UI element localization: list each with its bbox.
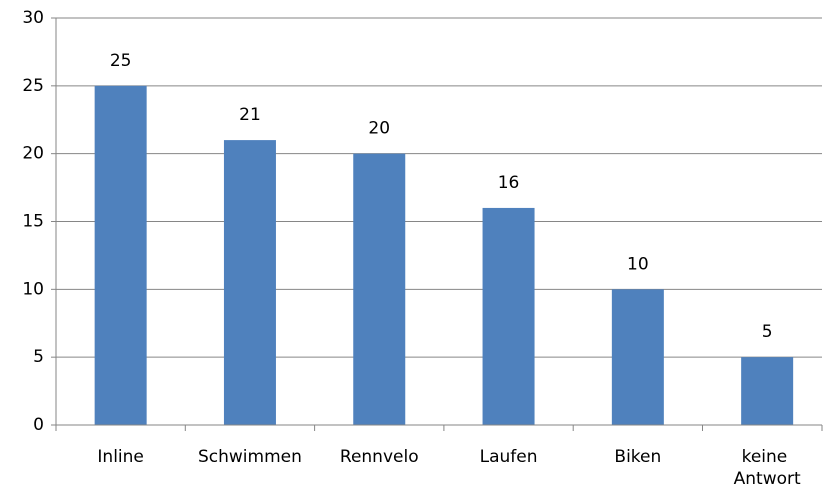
y-tick-label: 30	[22, 8, 44, 28]
data-label: 16	[498, 173, 520, 193]
bar	[94, 85, 147, 425]
bar	[482, 207, 535, 425]
x-tick-label: Biken	[614, 447, 661, 467]
bar	[353, 153, 406, 425]
y-tick-label: 20	[22, 144, 44, 164]
x-tick-label: Inline	[97, 447, 143, 467]
x-tick-label: Laufen	[480, 447, 538, 467]
y-tick-label: 15	[22, 212, 44, 232]
data-label: 10	[627, 254, 649, 274]
data-label: 25	[110, 51, 132, 71]
y-tick-label: 0	[33, 415, 44, 435]
bar	[223, 140, 276, 425]
y-tick-label: 5	[33, 347, 44, 367]
y-tick-label: 25	[22, 76, 44, 96]
data-label: 5	[762, 322, 773, 342]
bar	[741, 357, 794, 425]
data-label: 21	[239, 105, 261, 125]
x-tick-label: keine Antwort	[734, 447, 801, 489]
data-label: 20	[368, 119, 390, 139]
y-tick-label: 10	[22, 279, 44, 299]
bar	[611, 289, 664, 425]
x-tick-label: Rennvelo	[340, 447, 419, 467]
x-tick-label: Schwimmen	[198, 447, 302, 467]
